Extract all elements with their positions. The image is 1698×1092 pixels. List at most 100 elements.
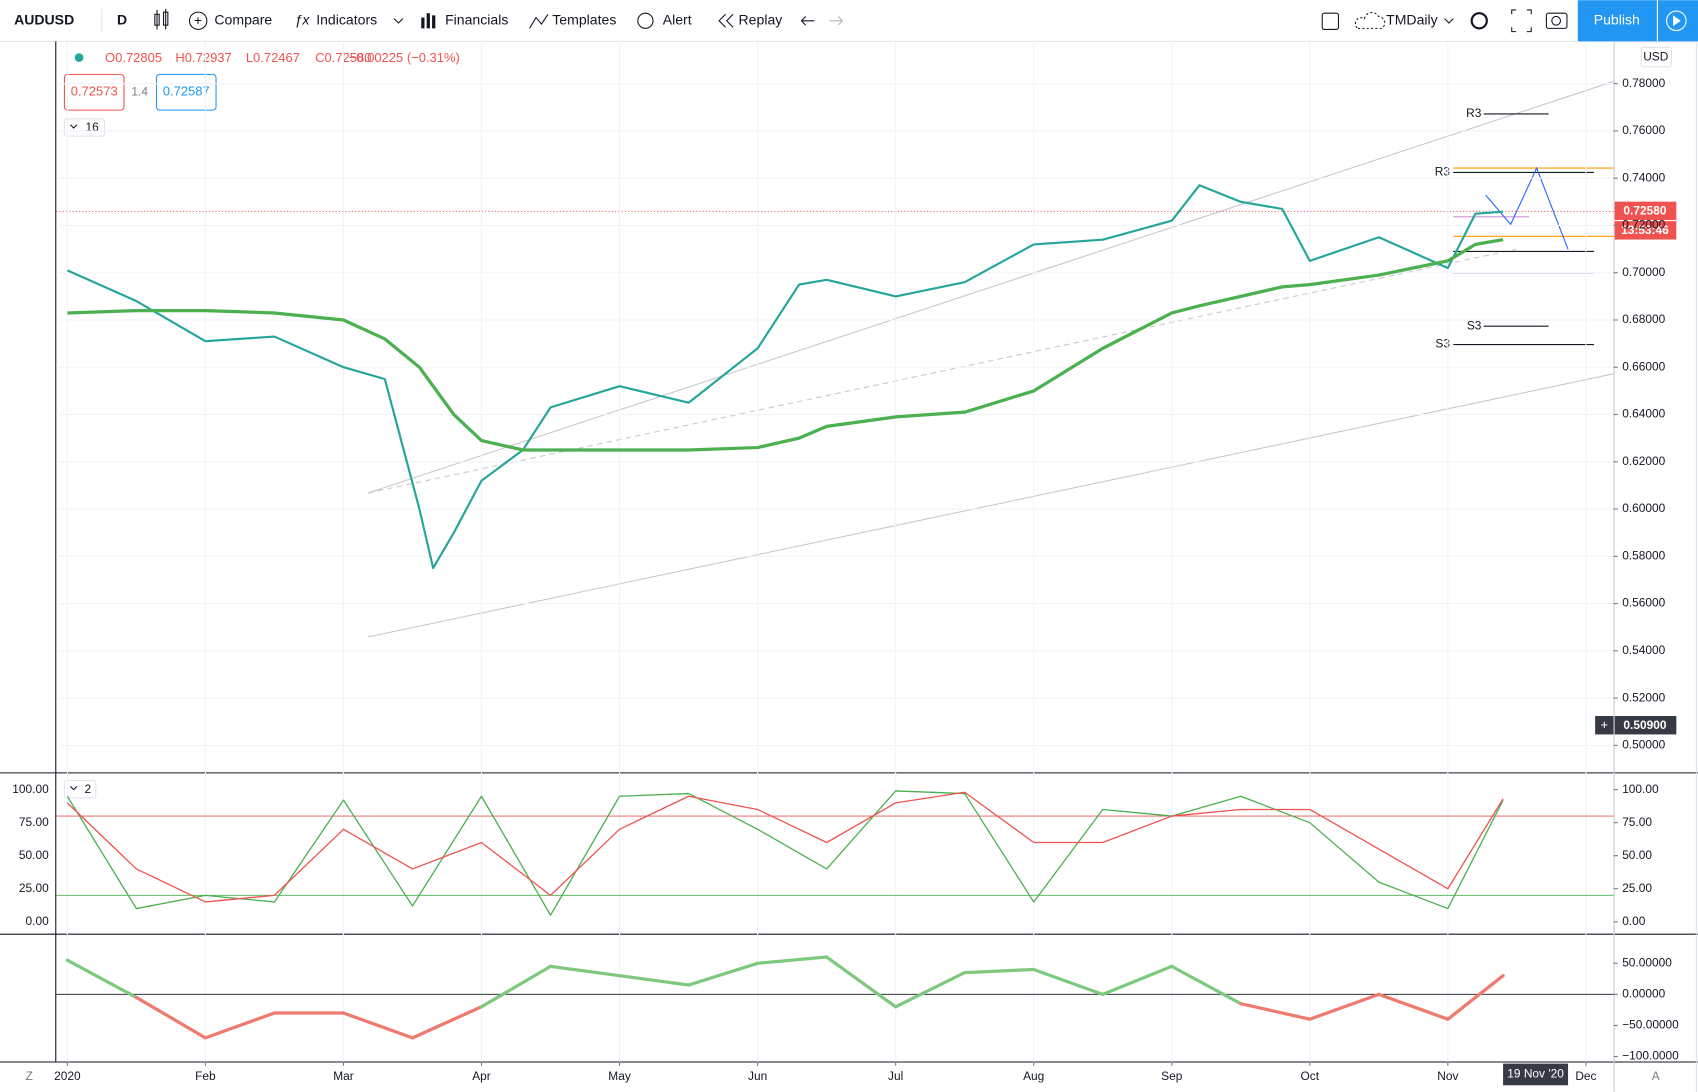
legend-high: H0.72937	[175, 50, 231, 65]
y-tick-label: 0.72000	[1622, 218, 1665, 232]
momentum-segment	[1101, 964, 1174, 996]
undo[interactable]	[800, 16, 815, 26]
plot-area: 2020 Feb Mar Apr May Jun Jul Aug Sep Oct Nov Dec 0.5…	[12, 41, 1679, 1083]
indicators-count[interactable]: 16	[86, 120, 100, 134]
y-tick-label: 0.54000	[1622, 643, 1665, 657]
indicators-toggle[interactable]	[63, 118, 106, 137]
oscillator-toggle[interactable]	[63, 779, 97, 799]
x-tick-label: Dec	[1575, 1069, 1596, 1083]
x-tick-label: Feb	[195, 1069, 216, 1083]
templates-icon[interactable]	[529, 13, 549, 29]
replay-icon[interactable]	[718, 13, 734, 28]
channel-bottom[interactable]	[368, 373, 1614, 638]
momentum-segment	[825, 955, 898, 1009]
crosshair-date-tag	[1503, 1063, 1569, 1086]
ask[interactable]: 0.72587	[163, 84, 210, 99]
channel-top[interactable]	[368, 80, 1614, 494]
indicators[interactable]: Indicators	[316, 12, 377, 28]
x-tick-label: Jun	[748, 1069, 767, 1083]
financials-icon[interactable]	[421, 13, 436, 29]
snapshot-lens	[1551, 15, 1562, 26]
financials[interactable]: Financials	[445, 12, 508, 28]
layout-icon[interactable]	[1321, 12, 1340, 30]
fullscreen-icon[interactable]	[1511, 9, 1532, 33]
dropdown[interactable]	[1444, 18, 1454, 24]
legend-low: L0.72467	[246, 50, 300, 65]
y-tick-label: 100.00	[12, 782, 49, 796]
add-button[interactable]	[1595, 716, 1614, 735]
momentum-segment	[755, 955, 829, 965]
x-tick-label: Nov	[1437, 1069, 1458, 1083]
layout-name[interactable]: TMDaily	[1386, 12, 1438, 28]
y-tick-label: 0.50000	[1622, 738, 1665, 752]
compare-icon[interactable]	[188, 11, 208, 30]
crosshair-date: 19 Nov '20	[1507, 1067, 1564, 1081]
pivot-label: R3	[1466, 106, 1482, 120]
oscillator-count[interactable]: 2	[84, 782, 91, 796]
alert-icon[interactable]	[637, 12, 654, 29]
y-tick-label: 0.56000	[1622, 596, 1665, 610]
redo[interactable]	[829, 16, 843, 26]
momentum-segment	[65, 958, 139, 1000]
go-to-date[interactable]: Z	[26, 1069, 33, 1083]
momentum-segment	[1170, 964, 1243, 1006]
currency[interactable]: USD	[1643, 50, 1669, 64]
market-status[interactable]	[74, 53, 84, 62]
replay[interactable]: Replay	[739, 12, 783, 28]
publish[interactable]: Publish	[1594, 12, 1640, 28]
auto-scale[interactable]: A	[1652, 1069, 1660, 1083]
y-tick-label: 25.00	[19, 881, 49, 895]
interval[interactable]: D	[117, 12, 127, 28]
templates[interactable]: Templates	[552, 12, 616, 28]
momentum-segment	[963, 967, 1036, 975]
x-tick-label: Oct	[1301, 1069, 1320, 1083]
crosshair-price-tag	[1614, 716, 1677, 735]
y-tick-label: 0.60000	[1622, 501, 1665, 515]
y-tick-label: 0.00000	[1622, 986, 1665, 1000]
pivot-label: S3	[1467, 318, 1482, 332]
crosshair-price: 0.50900	[1623, 718, 1666, 732]
compare-plus: +	[194, 12, 202, 28]
snapshot-icon[interactable]	[1545, 12, 1568, 29]
momentum-segment	[479, 964, 553, 1009]
compare[interactable]: Compare	[214, 12, 272, 28]
symbol[interactable]: AUDUSD	[14, 12, 74, 28]
pivot-label: S3	[1435, 337, 1450, 351]
y-tick-label: 0.52000	[1622, 690, 1665, 704]
cloud-icon[interactable]	[1354, 11, 1386, 29]
y-tick-label: 50.00000	[1622, 955, 1672, 969]
price-line	[66, 184, 1504, 570]
momentum-segment	[341, 1011, 415, 1040]
currency-box[interactable]	[1640, 46, 1673, 68]
settings-icon[interactable]	[1470, 12, 1488, 30]
momentum-segment	[686, 961, 760, 987]
chevron	[70, 786, 78, 791]
axis-frame	[1613, 41, 1697, 1092]
y-tick-label: 0.70000	[1622, 265, 1665, 279]
forecast-path[interactable]	[1485, 166, 1569, 250]
moving-average	[67, 238, 1504, 452]
momentum-segment	[203, 1011, 277, 1040]
momentum-segment	[548, 964, 622, 978]
alert[interactable]: Alert	[663, 12, 692, 28]
x-tick-label: Apr	[472, 1069, 491, 1083]
y-tick-label: 0.66000	[1622, 359, 1665, 373]
channel-mid[interactable]	[368, 248, 1517, 494]
oscillator-line	[66, 791, 1504, 903]
y-tick-label: 75.00	[19, 815, 49, 829]
toolbar	[0, 0, 1698, 42]
candle-icon[interactable]	[154, 8, 169, 30]
publish-button[interactable]	[1577, 0, 1657, 42]
momentum-segment	[1308, 992, 1381, 1021]
y-tick-label: −100.0000	[1622, 1049, 1679, 1063]
y-tick-label: 0.00	[1622, 914, 1646, 928]
dropdown[interactable]	[393, 18, 404, 24]
bid[interactable]: 0.72573	[71, 84, 118, 99]
momentum-segment	[617, 974, 691, 987]
indicators-icon[interactable]: ƒx	[295, 12, 311, 28]
y-tick-label: 0.74000	[1622, 170, 1665, 184]
x-tick-label: 2020	[54, 1069, 81, 1083]
momentum-segment	[894, 970, 967, 1009]
y-tick-label: 0.58000	[1622, 548, 1665, 562]
x-tick-label: Sep	[1161, 1069, 1183, 1083]
